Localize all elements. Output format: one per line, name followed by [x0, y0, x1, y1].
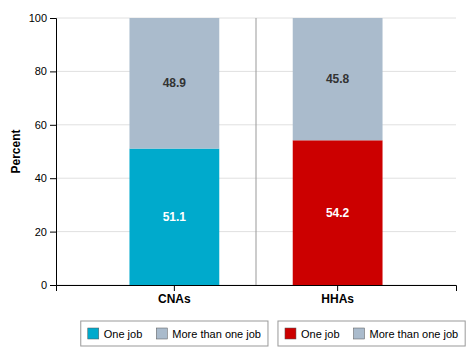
legend: One job More than one job — [81, 321, 268, 346]
tick-mark — [50, 178, 56, 179]
tick: 20 — [35, 226, 56, 238]
legend-label: More than one job — [370, 328, 459, 340]
tick-label: 60 — [35, 119, 47, 131]
x-axis: CNAs HHAs — [57, 285, 457, 306]
tick-mark — [50, 18, 56, 19]
tick: 40 — [35, 172, 56, 184]
legend-swatch — [156, 328, 167, 339]
y-axis: 0 20 40 60 80 100 — [29, 12, 57, 291]
tick-label: 40 — [35, 172, 47, 184]
legend-box — [278, 321, 465, 346]
axis-line — [50, 19, 57, 286]
tick-mark — [50, 285, 56, 286]
grid — [56, 18, 456, 285]
tick-label: 80 — [35, 65, 47, 77]
data-label: 54.2 — [326, 206, 350, 220]
y-axis-title: Percent — [9, 129, 23, 173]
tick-label: CNAs — [158, 292, 191, 306]
legend: One job More than one job — [278, 321, 465, 346]
data-label: 51.1 — [163, 210, 187, 224]
tick: 0 — [41, 279, 56, 291]
tick-label: HHAs — [321, 292, 354, 306]
tick-mark — [50, 71, 56, 72]
axis-line — [57, 286, 457, 292]
legend-swatch — [88, 328, 99, 339]
bar-segment — [129, 18, 219, 149]
tick-mark — [50, 232, 56, 233]
legend-swatch — [285, 328, 296, 339]
bars — [129, 18, 382, 285]
bar-segment — [129, 149, 219, 285]
data-label: 45.8 — [326, 72, 350, 86]
legend-label: One job — [104, 328, 143, 340]
legend-swatch — [354, 328, 365, 339]
plot: 51.1 48.9 54.2 45.8 0 20 40 60 80 100 CNAs HHAs — [29, 12, 457, 306]
tick-label: 0 — [41, 279, 47, 291]
tick: 80 — [35, 65, 56, 77]
tick: 100 — [29, 12, 56, 24]
data-label: 48.9 — [163, 76, 187, 90]
legend-box — [81, 321, 268, 346]
bar-segment — [293, 18, 383, 140]
group-divider — [256, 18, 257, 285]
legend-label: One job — [301, 328, 340, 340]
tick-label: 100 — [29, 12, 47, 24]
tick-mark — [174, 285, 175, 291]
tick-mark — [337, 285, 338, 291]
tick: 60 — [35, 119, 56, 131]
tick: CNAs — [158, 285, 191, 306]
bar-segment — [293, 140, 383, 285]
tick-mark — [50, 125, 56, 126]
data-labels: 51.1 48.9 54.2 45.8 — [163, 72, 350, 224]
tick: HHAs — [321, 285, 354, 306]
chart: 51.1 48.9 54.2 45.8 0 20 40 60 80 100 CNAs HHAs Perc… — [0, 0, 474, 363]
legend-label: More than one job — [172, 328, 261, 340]
tick-label: 20 — [35, 226, 47, 238]
